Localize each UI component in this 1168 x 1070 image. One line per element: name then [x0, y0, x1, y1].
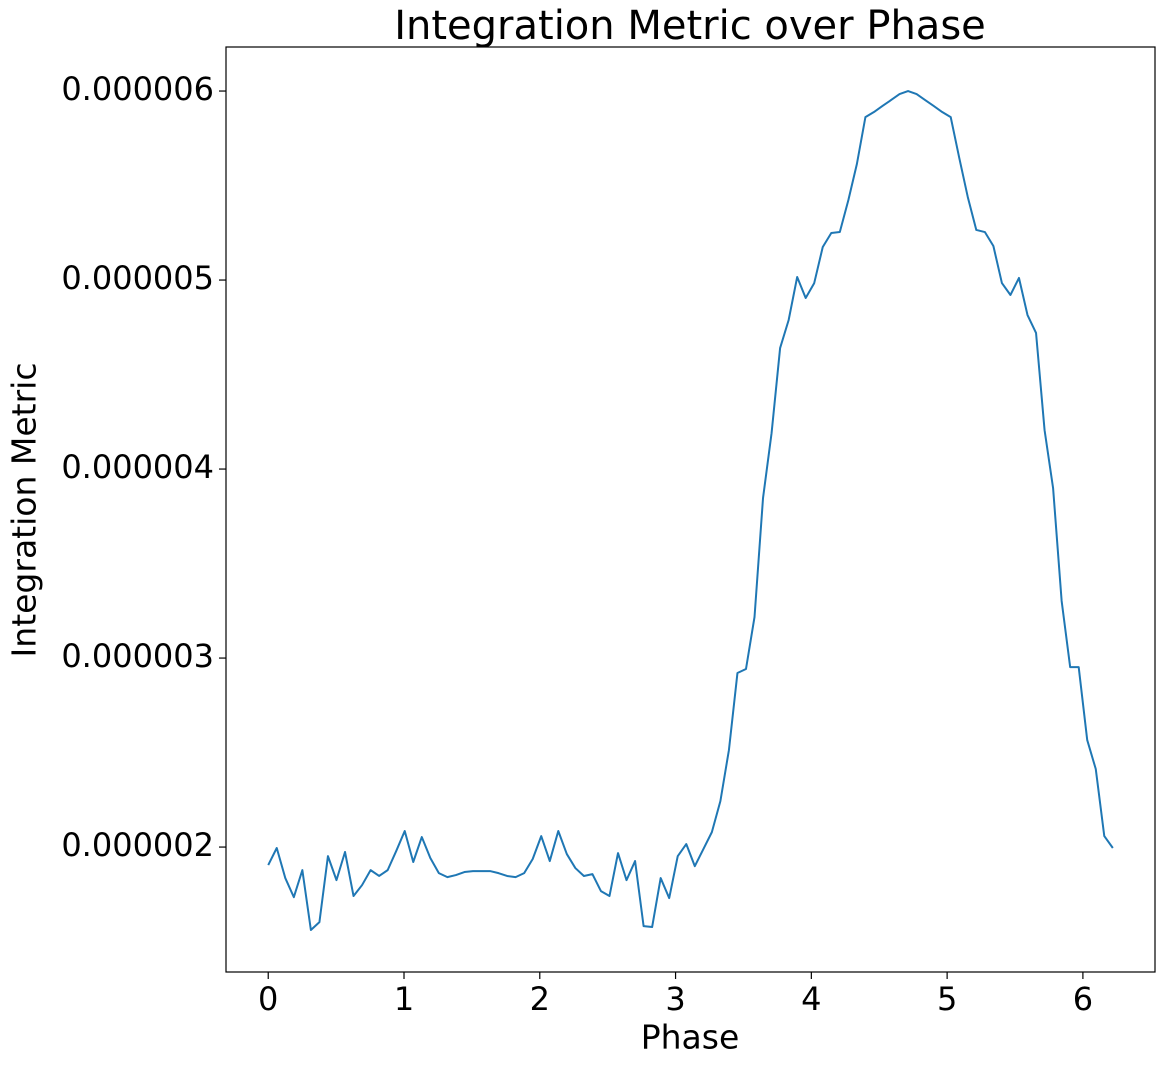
- y-tick-label: 0.000002: [61, 826, 214, 864]
- y-axis-label: Integration Metric: [5, 363, 44, 658]
- x-tick-label: 6: [1073, 980, 1093, 1018]
- x-tick-label: 1: [394, 980, 414, 1018]
- data-line: [267, 90, 1114, 932]
- x-axis-label: Phase: [641, 1018, 740, 1057]
- x-tick-label: 4: [801, 980, 821, 1018]
- y-tick-label: 0.000006: [61, 70, 214, 108]
- y-tick-label: 0.000004: [61, 448, 214, 486]
- x-tick-label: 0: [258, 980, 278, 1018]
- y-tick-label: 0.000003: [61, 637, 214, 675]
- plot-frame: [225, 46, 1156, 973]
- x-tick-label: 5: [937, 980, 957, 1018]
- x-tick-label: 2: [530, 980, 550, 1018]
- y-tick-label: 0.000005: [61, 259, 214, 297]
- chart-title: Integration Metric over Phase: [394, 3, 986, 49]
- x-tick-label: 3: [665, 980, 685, 1018]
